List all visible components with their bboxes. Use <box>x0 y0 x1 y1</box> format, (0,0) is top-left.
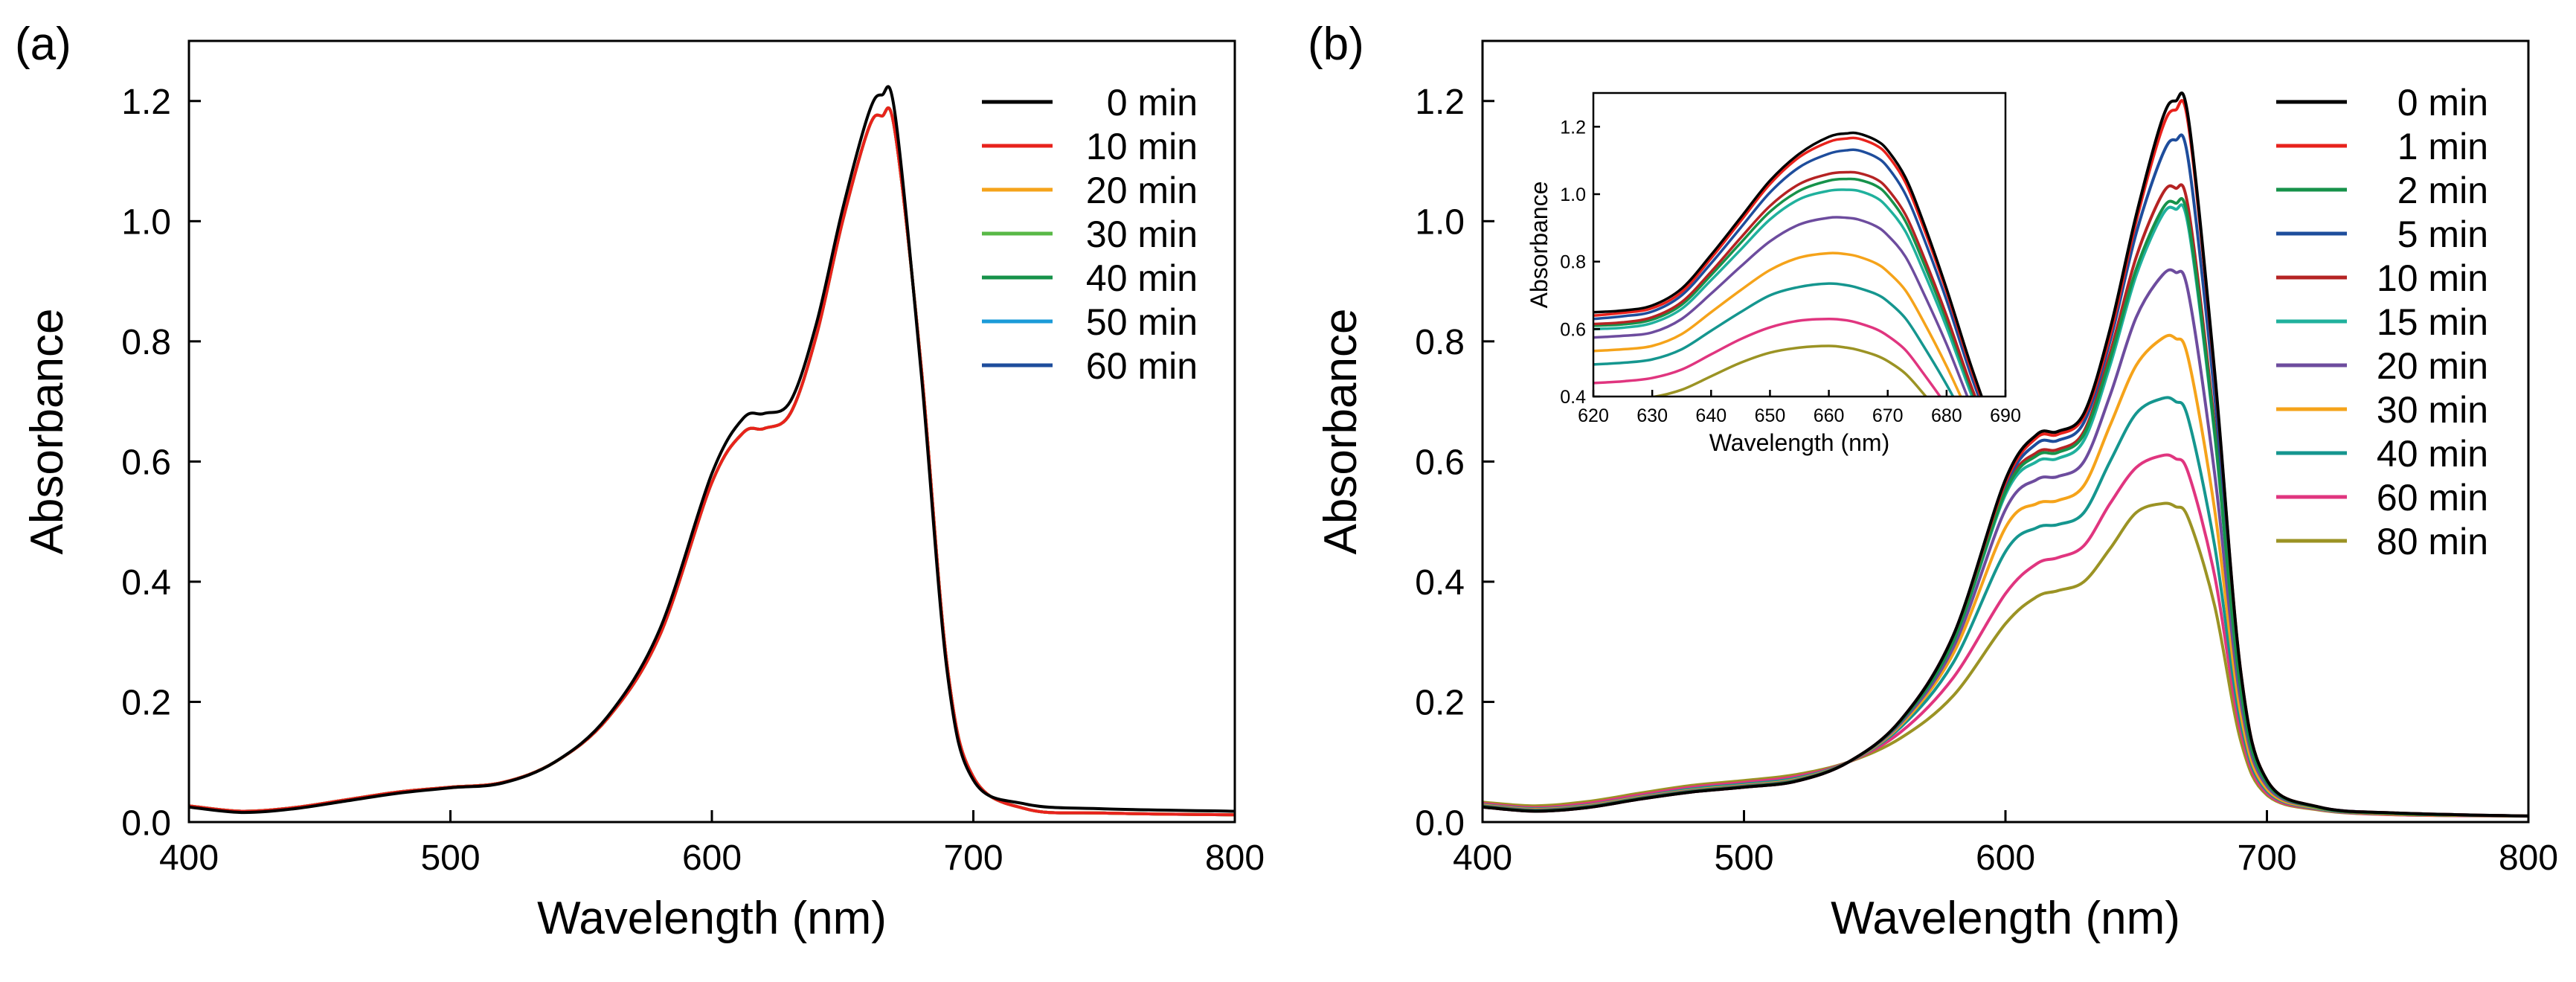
b-legend-label: 20 min <box>2377 345 2488 387</box>
b-legend-label: 60 min <box>2377 477 2488 519</box>
a-x-tick-label: 400 <box>159 838 219 878</box>
b-inset-plot-frame <box>1592 92 2007 398</box>
a-x-tick-label: 800 <box>1205 838 1265 878</box>
a-legend-label: 60 min <box>1086 345 1198 387</box>
a-series-line-0-min <box>189 85 1235 815</box>
b-y-tick-label: 1.0 <box>1415 203 1465 243</box>
a-series-line-20-min <box>189 106 1235 817</box>
b-y-tick-label: 0.8 <box>1415 323 1465 362</box>
a-series-line-60-min <box>189 106 1235 817</box>
a-plot-frame <box>187 39 1236 824</box>
chart-b: 400 500 600 700 800 0.0 0.2 0.4 0.6 0.8 1.0 1.2 Wave… <box>1315 39 2558 944</box>
b-x-tick-label: 800 <box>2499 838 2558 878</box>
a-x-tick-label: 700 <box>943 838 1003 878</box>
b-inset-x-tick-label: 680 <box>1931 405 1962 426</box>
a-series-line-50-min <box>189 106 1235 817</box>
b-inset-x-tick-label: 670 <box>1872 405 1904 426</box>
b-inset-y-tick-label: 1.2 <box>1560 117 1586 138</box>
b-legend-label: 0 min <box>2397 82 2488 123</box>
a-x-axis-label: Wavelength (nm) <box>537 893 887 944</box>
b-y-tick-label: 0.0 <box>1415 803 1465 843</box>
a-y-axis-label: Absorbance <box>22 309 73 555</box>
b-legend-label: 5 min <box>2397 214 2488 255</box>
a-legend-label: 40 min <box>1086 257 1198 299</box>
b-inset-x-tick-label: 690 <box>1990 405 2021 426</box>
b-inset-series-line-2-min <box>1593 177 1976 397</box>
b-inset-x-tick-label: 650 <box>1755 405 1786 426</box>
b-inset-x-tick-label: 660 <box>1814 405 1845 426</box>
a-series-group <box>189 85 1235 817</box>
b-inset-series-line-60-min <box>1593 317 1942 397</box>
b-series-line-60-min <box>1483 453 2528 818</box>
a-legend-label: 30 min <box>1086 214 1198 255</box>
b-y-axis-label: Absorbance <box>1315 309 1366 555</box>
b-inset-x-tick-label: 640 <box>1695 405 1727 426</box>
a-y-tick-label: 1.2 <box>121 83 171 122</box>
a-y-tick-label: 0.0 <box>121 803 171 843</box>
b-inset-series-group <box>1593 131 1983 397</box>
b-legend-label: 2 min <box>2397 170 2488 211</box>
b-inset-y-axis-label: Absorbance <box>1526 182 1552 309</box>
a-y-tick-label: 0.8 <box>121 323 171 362</box>
a-series-line-40-min <box>189 106 1235 817</box>
b-inset-series-line-20-min <box>1593 216 1969 397</box>
a-legend-label: 0 min <box>1107 82 1198 123</box>
b-inset-series-line-5-min <box>1593 148 1980 397</box>
b-legend-label: 30 min <box>2377 389 2488 431</box>
b-x-tick-label: 700 <box>2237 838 2296 878</box>
b-inset-x-tick-label: 620 <box>1578 405 1609 426</box>
a-legend-label: 50 min <box>1086 301 1198 343</box>
b-inset-series-line-40-min <box>1593 282 1955 397</box>
b-legend-label: 80 min <box>2377 521 2488 562</box>
b-inset-y-tick-label: 0.6 <box>1560 319 1586 340</box>
a-y-tick-label: 0.6 <box>121 443 171 483</box>
panel-a-label: (a) <box>15 19 71 70</box>
b-inset-y-tick-label: 1.0 <box>1560 184 1586 205</box>
b-y-tick-label: 0.2 <box>1415 684 1465 723</box>
b-series-line-0-min <box>1483 91 2528 818</box>
b-inset-series-line-10-min <box>1593 170 1977 397</box>
b-y-tick-label: 1.2 <box>1415 83 1465 122</box>
b-legend-label: 10 min <box>2377 257 2488 299</box>
a-x-tick-label: 600 <box>682 838 742 878</box>
panel-b-label: (b) <box>1308 19 1364 70</box>
b-legend-label: 1 min <box>2397 126 2488 167</box>
chart-a: 400 500 600 700 800 0.0 0.2 0.4 0.6 0.8 1.0 1.2 Wave… <box>22 39 1265 944</box>
b-inset-y-tick-label: 0.4 <box>1560 387 1586 408</box>
b-inset-x-tick-label: 630 <box>1637 405 1668 426</box>
b-legend-label: 40 min <box>2377 433 2488 475</box>
b-inset-series-line-30-min <box>1593 251 1962 397</box>
b-inset-series-line-80-min <box>1648 344 1928 397</box>
a-legend-label: 10 min <box>1086 126 1198 167</box>
a-y-tick-label: 0.2 <box>121 684 171 723</box>
b-series-line-80-min <box>1483 501 2528 818</box>
b-y-tick-label: 0.4 <box>1415 563 1465 603</box>
b-inset-series-line-0-min <box>1593 131 1983 397</box>
a-series-line-30-min <box>189 106 1235 817</box>
a-y-tick-label: 0.4 <box>121 563 171 603</box>
b-x-tick-label: 600 <box>1976 838 2035 878</box>
b-inset-x-axis-label: Wavelength (nm) <box>1709 429 1889 456</box>
b-x-tick-label: 400 <box>1453 838 1512 878</box>
b-x-axis-label: Wavelength (nm) <box>1831 893 2180 944</box>
b-series-group <box>1483 91 2528 818</box>
b-legend-label: 15 min <box>2377 301 2488 343</box>
a-legend-label: 20 min <box>1086 170 1198 211</box>
a-x-tick-label: 500 <box>420 838 480 878</box>
a-series-line-10-min <box>189 106 1235 817</box>
a-y-tick-label: 1.0 <box>121 203 171 243</box>
b-y-tick-label: 0.6 <box>1415 443 1465 483</box>
b-inset-series-line-15-min <box>1593 188 1974 397</box>
b-x-tick-label: 500 <box>1714 838 1773 878</box>
b-inset-y-tick-label: 0.8 <box>1560 252 1586 273</box>
b-series-line-40-min <box>1483 396 2528 818</box>
